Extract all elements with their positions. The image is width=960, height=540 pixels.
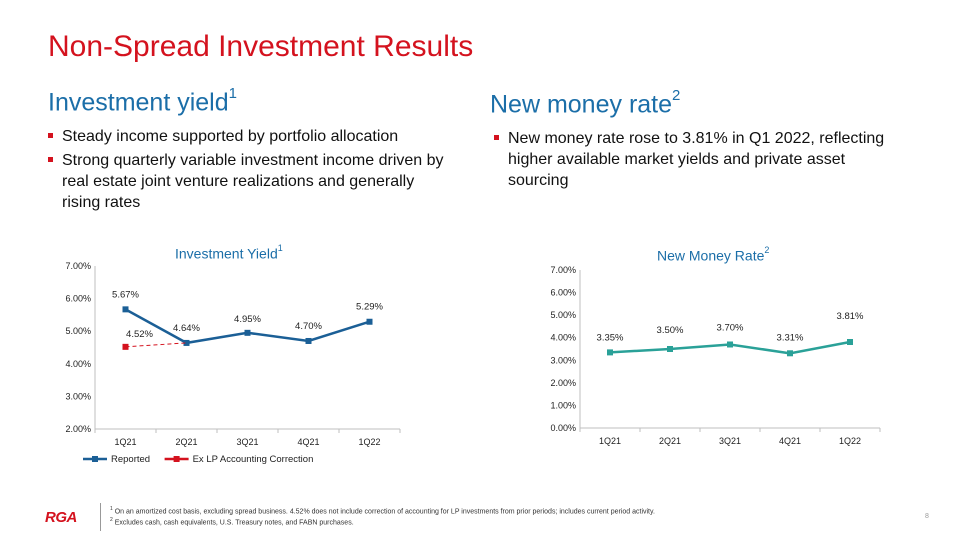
data-point (122, 306, 129, 313)
data-label: 5.67% (112, 289, 139, 300)
investment-yield-heading-text: Investment yield (48, 88, 229, 117)
data-label: 3.35% (597, 332, 624, 343)
legend-swatch-marker (173, 456, 180, 462)
data-point (122, 343, 129, 350)
data-point (787, 350, 793, 357)
y-tick-label: 5.00% (65, 326, 91, 336)
legend-label: Ex LP Accounting Correction (193, 454, 314, 465)
bullet-text: New money rate rose to 3.81% in Q1 2022,… (508, 130, 885, 189)
data-label: 4.64% (173, 323, 200, 334)
new-money-rate-heading: New money rate2 (490, 87, 681, 119)
footnote-ref-2: 2 (672, 87, 681, 104)
new-money-rate-chart-title-text: New Money Rate (657, 247, 765, 264)
x-tick-label: 3Q21 (719, 436, 741, 446)
x-tick-label: 1Q21 (599, 436, 621, 446)
footnote-2-text: Excludes cash, cash equivalents, U.S. Tr… (114, 519, 354, 527)
x-tick-label: 4Q21 (297, 437, 319, 447)
bullet-item: Steady income supported by portfolio all… (48, 126, 448, 147)
footnotes: 1 On an amortized cost basis, excluding … (110, 505, 655, 528)
footnote-1-marker: 1 (110, 506, 113, 512)
data-point (244, 329, 251, 336)
new-money-rate-heading-text: New money rate (490, 90, 673, 119)
investment-yield-chart-title-text: Investment Yield (175, 245, 278, 262)
data-label: 5.29% (356, 302, 383, 313)
data-point (366, 318, 373, 325)
footer-divider (100, 503, 101, 531)
slide-title: Non-Spread Investment Results (48, 30, 474, 63)
x-tick-label: 2Q21 (175, 437, 197, 447)
bullet-item: New money rate rose to 3.81% in Q1 2022,… (494, 128, 894, 191)
data-point (667, 346, 673, 352)
x-tick-label: 3Q21 (236, 437, 258, 447)
data-label: 4.95% (234, 314, 261, 325)
legend-label: Reported (111, 454, 150, 465)
x-tick-label: 2Q21 (659, 436, 681, 446)
y-tick-label: 1.00% (550, 400, 576, 410)
data-label: 4.70% (295, 321, 322, 332)
footnote-1-text: On an amortized cost basis, excluding sp… (114, 508, 655, 516)
rga-logo: RGA (45, 509, 77, 526)
investment-yield-heading: Investment yield1 (48, 85, 237, 117)
x-tick-label: 4Q21 (779, 436, 801, 446)
new-money-rate-bullets: New money rate rose to 3.81% in Q1 2022,… (494, 128, 894, 194)
bullet-text: Steady income supported by portfolio all… (62, 128, 399, 145)
bullet-square-icon (48, 157, 53, 162)
data-label: 3.81% (837, 311, 864, 322)
chart-footnote-ref-2: 2 (764, 245, 770, 255)
bullet-square-icon (48, 133, 53, 138)
y-tick-label: 6.00% (65, 294, 91, 304)
x-tick-label: 1Q22 (358, 437, 380, 447)
bullet-item: Strong quarterly variable investment inc… (48, 150, 448, 213)
footnote-ref-1: 1 (228, 85, 237, 102)
data-point (305, 337, 312, 344)
data-point (183, 339, 190, 346)
data-label: 3.50% (657, 325, 684, 336)
y-tick-label: 7.00% (550, 265, 576, 275)
investment-yield-bullets: Steady income supported by portfolio all… (48, 126, 448, 216)
data-point (727, 341, 733, 348)
y-tick-label: 2.00% (550, 378, 576, 388)
series-line (125, 342, 187, 348)
data-label: 3.31% (777, 332, 804, 343)
footnote-2: 2 Excludes cash, cash equivalents, U.S. … (110, 516, 655, 527)
bullet-text: Strong quarterly variable investment inc… (62, 152, 444, 211)
legend-swatch-marker (92, 456, 98, 462)
y-tick-label: 3.00% (550, 355, 576, 365)
x-tick-label: 1Q21 (114, 437, 136, 447)
footnote-2-marker: 2 (110, 517, 113, 524)
y-tick-label: 0.00% (550, 423, 576, 433)
data-label: 4.52% (126, 329, 153, 340)
page-number: 8 (925, 513, 929, 520)
chart-footnote-ref-1: 1 (277, 243, 283, 253)
y-tick-label: 7.00% (65, 261, 91, 271)
data-point (847, 339, 853, 346)
footnote-1: 1 On an amortized cost basis, excluding … (110, 505, 655, 516)
new-money-rate-chart-title: New Money Rate2 (657, 245, 770, 264)
y-tick-label: 3.00% (65, 391, 91, 401)
y-tick-label: 5.00% (550, 310, 576, 320)
y-tick-label: 2.00% (65, 424, 91, 434)
y-tick-label: 6.00% (550, 288, 576, 298)
y-tick-label: 4.00% (65, 359, 91, 369)
investment-yield-chart-title: Investment Yield1 (175, 243, 283, 262)
bullet-square-icon (494, 135, 499, 140)
data-point (607, 349, 613, 356)
y-tick-label: 4.00% (550, 333, 576, 343)
data-label: 3.70% (717, 322, 744, 333)
x-tick-label: 1Q22 (839, 436, 861, 446)
